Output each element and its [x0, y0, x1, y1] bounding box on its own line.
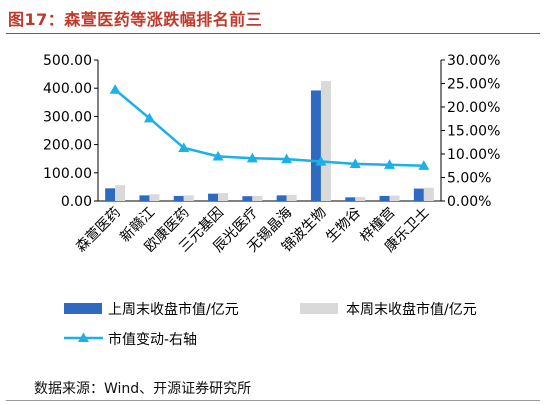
axes: 0.00 100.00 200.00 300.00 400.00 500.00 0.00% 5…	[43, 53, 500, 210]
value-change-polyline	[114, 88, 424, 167]
legend-label-this-week: 本周末收盘市值/亿元	[346, 301, 477, 318]
bar-last-week	[208, 193, 219, 201]
bars	[105, 81, 434, 201]
legend-swatch-this-week	[300, 303, 338, 314]
triangle-marker	[178, 142, 190, 153]
left-tick-label: 500.00	[43, 53, 92, 69]
source-note: 数据来源：Wind、开源证券研究所	[34, 381, 252, 397]
legend-swatch-last-week	[64, 303, 102, 314]
left-tick-label: 300.00	[43, 109, 92, 125]
right-tick-label: 20.00%	[447, 100, 500, 116]
bar-last-week	[345, 197, 356, 201]
bar-this-week	[218, 193, 229, 201]
legend-label-last-week: 上周末收盘市值/亿元	[108, 301, 239, 318]
triangle-marker	[281, 153, 293, 164]
title-divider	[6, 33, 540, 34]
left-tick-label: 400.00	[43, 81, 92, 97]
bar-last-week	[139, 195, 150, 201]
bar-last-week	[105, 188, 116, 201]
triangle-marker	[418, 160, 430, 170]
right-tick-label: 15.00%	[447, 124, 500, 140]
bar-this-week	[115, 185, 126, 201]
right-tick-label: 0.00%	[447, 194, 491, 210]
figure-title: 图17：森萱医药等涨跌幅排名前三	[8, 10, 263, 29]
bar-this-week	[286, 194, 297, 201]
chart: 0.00 100.00 200.00 300.00 400.00 500.00 0.00% 5…	[43, 53, 500, 348]
legend-label-value-change: 市值变动-右轴	[108, 331, 197, 348]
x-tick-label: 森萱医药	[73, 205, 124, 256]
left-tick-label: 0.00	[61, 194, 92, 210]
bottom-divider	[6, 400, 540, 401]
bar-this-week	[320, 81, 331, 201]
x-tick-label: 生物谷	[323, 205, 364, 246]
triangle-marker	[109, 84, 121, 94]
bar-this-week	[183, 195, 194, 201]
bar-this-week	[389, 195, 400, 201]
right-tick-label: 25.00%	[447, 77, 500, 93]
triangle-marker	[384, 159, 396, 169]
triangle-marker	[315, 156, 327, 166]
left-tick-label: 200.00	[43, 138, 92, 154]
triangle-marker	[246, 152, 258, 163]
bar-last-week	[173, 195, 184, 201]
bar-this-week	[355, 197, 366, 201]
bar-last-week	[310, 90, 321, 201]
left-tick-label: 100.00	[43, 166, 92, 182]
right-tick-label: 30.00%	[447, 53, 500, 69]
triangle-marker	[212, 150, 224, 161]
bar-this-week	[252, 195, 263, 201]
right-tick-label: 5.00%	[447, 171, 491, 187]
bar-last-week	[413, 188, 424, 201]
bar-last-week	[379, 195, 390, 201]
triangle-marker	[143, 112, 155, 123]
right-tick-label: 10.00%	[447, 147, 500, 163]
bar-last-week	[242, 196, 253, 201]
value-change-line	[109, 84, 430, 170]
bar-last-week	[276, 195, 287, 201]
legend-triangle-marker	[78, 332, 89, 342]
bar-this-week	[149, 194, 160, 201]
bar-this-week	[423, 187, 434, 201]
triangle-marker	[349, 158, 361, 168]
